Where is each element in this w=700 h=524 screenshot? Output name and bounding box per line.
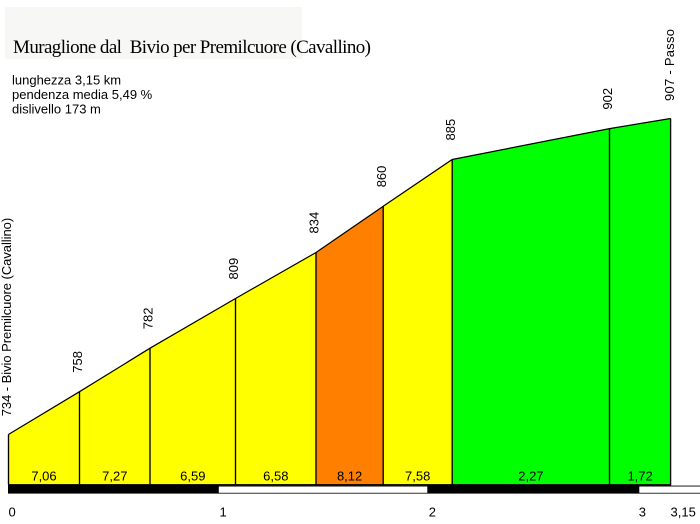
svg-text:1: 1 <box>220 504 227 519</box>
svg-text:1,72: 1,72 <box>627 468 652 483</box>
svg-text:2: 2 <box>429 504 436 519</box>
svg-text:8,12: 8,12 <box>337 468 362 483</box>
svg-text:lunghezza 3,15 km: lunghezza 3,15 km <box>12 73 121 88</box>
svg-text:734 - Bivio Premilcuore (Caval: 734 - Bivio Premilcuore (Cavallino) <box>0 218 14 417</box>
svg-text:758: 758 <box>70 351 85 373</box>
svg-text:860: 860 <box>374 166 389 188</box>
svg-text:Muraglione dal Bivio per Prem: Muraglione dal Bivio per Premilcuore (Ca… <box>13 37 371 58</box>
svg-text:782: 782 <box>141 307 156 329</box>
svg-text:885: 885 <box>443 119 458 141</box>
svg-text:7,58: 7,58 <box>405 468 430 483</box>
svg-text:dislivello 173 m: dislivello 173 m <box>12 102 101 117</box>
svg-text:2,27: 2,27 <box>518 468 543 483</box>
svg-text:0: 0 <box>9 504 16 519</box>
svg-text:pendenza media 5,49 %: pendenza media 5,49 % <box>12 87 153 102</box>
svg-text:7,27: 7,27 <box>102 468 127 483</box>
svg-text:809: 809 <box>226 258 241 280</box>
svg-text:3,15: 3,15 <box>671 504 696 519</box>
svg-text:902: 902 <box>600 88 615 110</box>
svg-text:7,06: 7,06 <box>31 468 56 483</box>
svg-text:3: 3 <box>639 504 646 519</box>
svg-text:907 - Passo: 907 - Passo <box>662 29 677 101</box>
svg-text:6,58: 6,58 <box>263 468 288 483</box>
svg-text:834: 834 <box>307 212 322 234</box>
svg-text:6,59: 6,59 <box>180 468 205 483</box>
